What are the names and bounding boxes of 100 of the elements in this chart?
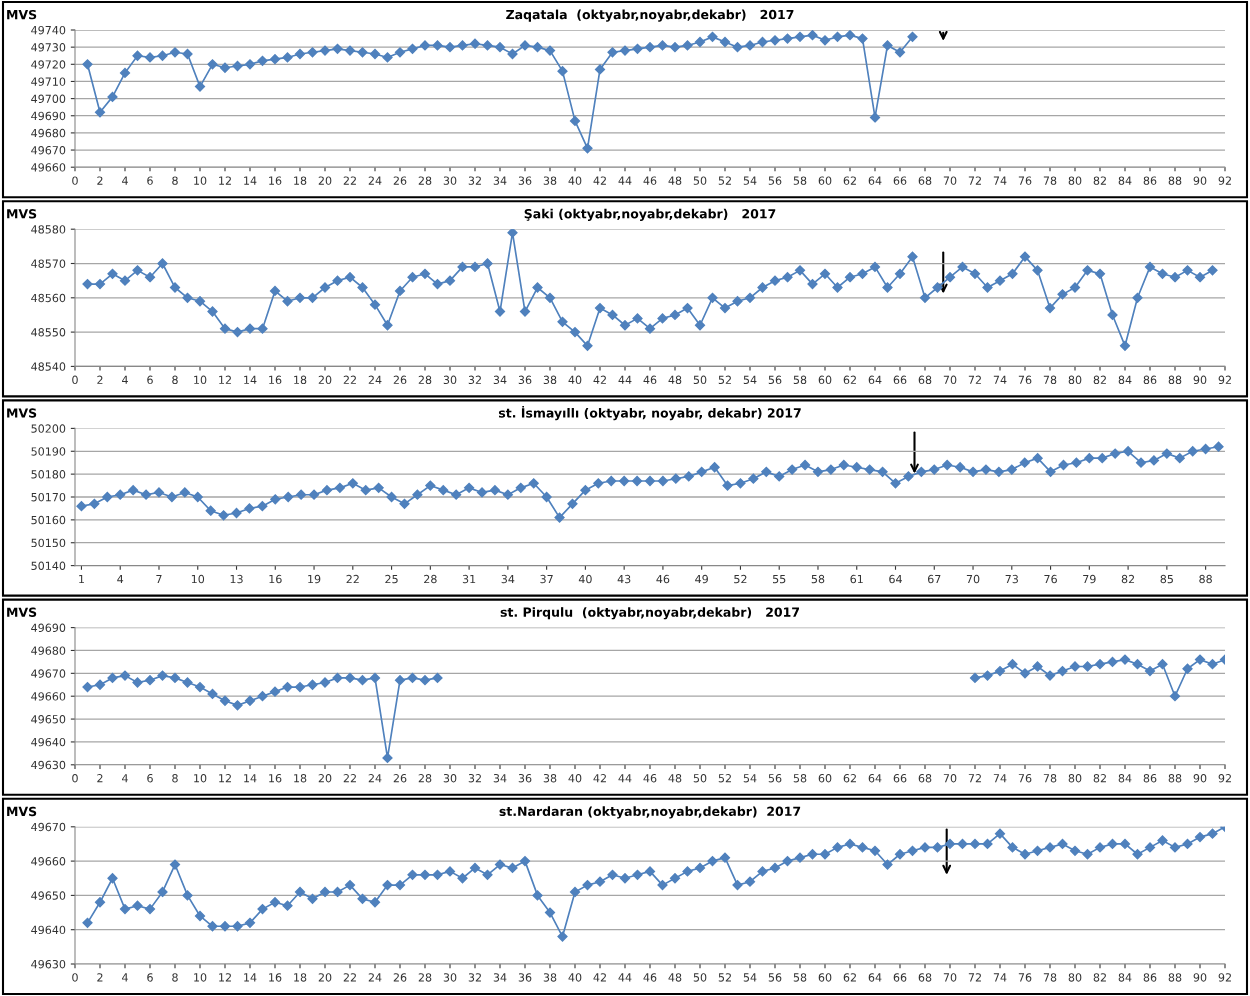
x-tick-label: 90	[1193, 375, 1207, 385]
x-tick-label: 50	[693, 774, 707, 783]
x-tick-label: 6	[147, 973, 153, 982]
x-tick-label: 68	[918, 375, 932, 385]
x-tick-label: 84	[1118, 973, 1132, 982]
x-tick-label: 12	[219, 176, 231, 185]
x-tick-label: 14	[244, 774, 257, 783]
x-tick-label: 70	[943, 774, 957, 783]
y-tick-label: 49660	[31, 163, 66, 172]
x-tick-label: 61	[850, 574, 863, 584]
y-tick-label: 49670	[31, 146, 66, 155]
x-tick-label: 24	[368, 973, 382, 982]
x-tick-label: 13	[230, 574, 243, 584]
x-tick-label: 58	[811, 574, 825, 584]
x-tick-label: 78	[1043, 774, 1057, 783]
x-tick-label: 62	[843, 176, 856, 185]
x-tick-label: 10	[194, 774, 207, 783]
y-tick-label: 49740	[31, 25, 66, 35]
chart-title: st. Pirqulu (oktyabr,noyabr,dekabr) 2017	[500, 607, 799, 620]
x-tick-label: 4	[122, 973, 128, 982]
y-tick-label: 50160	[31, 515, 66, 525]
x-tick-label: 30	[443, 375, 457, 385]
chart-title: Şaki (oktyabr,noyabr,dekabr) 2017	[524, 208, 776, 221]
x-tick-label: 40	[568, 375, 582, 385]
x-tick-label: 4	[122, 774, 128, 783]
y-tick-label: 49660	[31, 857, 66, 866]
y-axis-title: MVS	[7, 408, 37, 418]
point	[982, 670, 993, 681]
x-tick-label: 40	[578, 574, 592, 584]
x-tick-label: 2	[97, 375, 103, 384]
x-tick-label: 24	[368, 774, 382, 783]
x-tick-label: 72	[968, 973, 981, 982]
point	[1194, 654, 1206, 665]
point	[244, 695, 256, 706]
x-tick-label: 20	[318, 774, 332, 783]
x-tick-label: 60	[818, 774, 832, 783]
x-tick-label: 46	[643, 774, 657, 783]
x-tick-label: 22	[346, 574, 359, 584]
y-tick-label: 48560	[31, 293, 66, 303]
x-tick-label: 12	[219, 973, 231, 982]
x-tick-label: 54	[743, 774, 757, 783]
x-tick-label: 20	[318, 973, 332, 982]
x-tick-label: 62	[843, 375, 856, 385]
point	[1019, 668, 1031, 679]
x-tick-label: 78	[1043, 176, 1057, 185]
x-tick-label: 54	[743, 375, 757, 385]
x-tick-label: 86	[1143, 375, 1157, 385]
x-tick-label: 6	[147, 774, 153, 783]
x-tick-label: 88	[1199, 574, 1212, 584]
x-tick-label: 14	[244, 973, 257, 982]
x-tick-label: 70	[966, 574, 980, 584]
y-tick-label: 49720	[31, 60, 66, 69]
point	[1182, 663, 1193, 674]
x-tick-label: 78	[1043, 973, 1057, 982]
x-tick-label: 37	[540, 574, 553, 584]
y-tick-label: 49650	[31, 891, 66, 900]
x-tick-label: 25	[385, 574, 398, 584]
x-tick-label: 92	[1218, 375, 1231, 385]
y-tick-label: 48550	[31, 328, 66, 337]
x-tick-label: 86	[1143, 774, 1157, 783]
x-tick-label: 84	[1118, 774, 1132, 783]
x-tick-label: 54	[743, 176, 757, 185]
x-tick-label: 42	[593, 176, 606, 185]
x-tick-label: 24	[368, 176, 382, 185]
x-tick-label: 40	[568, 973, 582, 982]
x-tick-label: 7	[156, 574, 162, 584]
x-tick-label: 52	[718, 176, 731, 185]
x-tick-label: 0	[72, 176, 78, 185]
point	[307, 679, 318, 690]
x-tick-label: 58	[793, 774, 807, 783]
x-tick-label: 50	[693, 973, 707, 982]
point	[232, 700, 243, 711]
point	[294, 681, 306, 693]
x-tick-label: 79	[1083, 574, 1096, 584]
x-tick-label: 88	[1168, 375, 1182, 385]
x-tick-label: 22	[343, 375, 356, 384]
x-tick-label: 8	[172, 774, 178, 783]
x-tick-label: 72	[968, 774, 981, 783]
x-tick-label: 0	[72, 973, 78, 982]
x-tick-label: 46	[643, 176, 657, 185]
x-tick-label: 46	[656, 574, 670, 584]
x-tick-label: 28	[418, 973, 432, 982]
x-tick-label: 4	[117, 574, 124, 584]
x-tick-label: 68	[918, 176, 932, 185]
y-axis-title: MVS	[7, 209, 37, 219]
x-tick-label: 26	[393, 176, 407, 185]
point	[1157, 659, 1168, 670]
y-tick-label: 49690	[31, 623, 66, 632]
x-tick-label: 50	[693, 375, 707, 385]
x-tick-label: 31	[462, 574, 476, 584]
point	[419, 675, 431, 686]
x-tick-label: 8	[172, 375, 178, 385]
x-tick-label: 16	[269, 774, 282, 783]
x-tick-label: 8	[172, 176, 178, 185]
point	[357, 675, 368, 686]
x-tick-label: 0	[72, 774, 78, 783]
x-tick-label: 72	[968, 176, 981, 185]
x-tick-label: 56	[768, 973, 782, 982]
x-tick-label: 20	[318, 176, 332, 185]
x-tick-label: 14	[244, 176, 257, 185]
